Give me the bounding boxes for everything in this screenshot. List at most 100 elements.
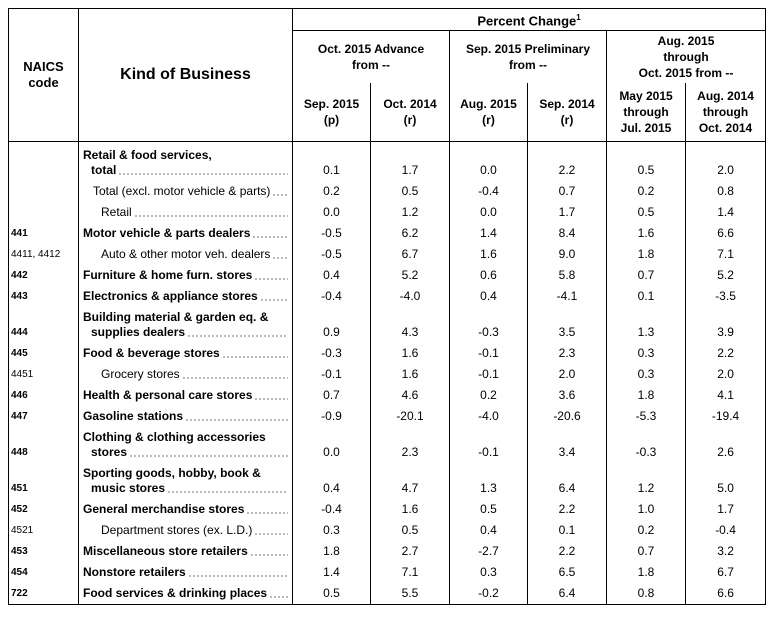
header-line: Sep. 2015 Preliminary [465,42,591,57]
dot-leader [254,533,288,536]
data-row: 453 Miscellaneous store retailers 1.8 2.7 -2… [8,541,766,563]
header-line: (r) [482,113,495,128]
header-line: Jul. 2015 [620,121,672,136]
dot-leader [167,491,288,494]
percent-value: -0.2 [449,583,528,605]
dot-leader [246,512,288,515]
percent-value: 1.6 [370,499,450,521]
label-text: Retail & food services, [83,148,212,163]
percent-value: 5.8 [527,265,607,287]
label-text: Sporting goods, hobby, book & [83,466,261,481]
header-line: Aug. 2014 [697,89,754,104]
label-text: Building material & garden eq. & [83,310,269,325]
percent-change: Percent Change [477,13,577,29]
label-line: General merchandise stores [83,502,288,517]
percent-value: 3.9 [684,307,766,344]
kind-of-business: Electronics & appliance stores [78,286,293,308]
data-row: 444 Building material & garden eq. & suppl… [8,307,766,344]
kind-of-business: Sporting goods, hobby, book & music store… [78,463,293,500]
percent-value: -0.4 [292,499,371,521]
data-row: Retail 0.0 1.2 0.0 1.7 0.5 1.4 [8,202,766,224]
percent-value: 2.0 [684,364,766,386]
percent-value: 0.4 [449,520,528,542]
percent-value: 0.2 [292,181,371,203]
percent-value: 2.3 [527,343,607,365]
percent-value: -2.7 [449,541,528,563]
percent-value: -0.3 [292,343,371,365]
percent-value: 0.7 [292,385,371,407]
percent-value: -0.4 [449,181,528,203]
header-line: Oct. 2014 [383,97,437,112]
dot-leader [187,335,288,338]
kind-of-business: Food services & drinking places [78,583,293,605]
percent-value: 1.2 [370,202,450,224]
header-line: through [623,105,669,120]
percent-value: 5.5 [370,583,450,605]
data-row: 722 Food services & drinking places 0.5 5.5… [8,583,766,605]
percent-value: 1.0 [606,499,686,521]
percent-value: 0.5 [292,583,371,605]
percent-value: 0.3 [449,562,528,584]
percent-value: 0.7 [606,265,686,287]
percent-value: 6.5 [527,562,607,584]
dot-leader [118,173,288,176]
label-line: Electronics & appliance stores [83,289,288,304]
percent-value: 6.6 [684,583,766,605]
header-line: through [663,50,709,65]
percent-value: 0.5 [370,520,450,542]
naics-code: 443 [8,286,79,308]
percent-value: 1.7 [370,141,450,182]
label-line: Auto & other motor veh. dealers [83,247,288,262]
percent-value: -20.6 [527,406,607,428]
percent-value: -0.4 [292,286,371,308]
percent-value: 5.0 [684,463,766,500]
naics-code: 4521 [8,520,79,542]
column-header: Aug. 2014 through Oct. 2014 [684,83,766,143]
naics-code: 446 [8,385,79,407]
data-row: 443 Electronics & appliance stores -0.4 -4.… [8,286,766,308]
data-row: 448 Clothing & clothing accessories stores… [8,427,766,464]
label-line: Gasoline stations [83,409,288,424]
header-line: Sep. 2014 [539,97,595,112]
header-line: Aug. 2015 [460,97,517,112]
percent-value: 6.4 [527,463,607,500]
kind-of-business: General merchandise stores [78,499,293,521]
label-line: Nonstore retailers [83,565,288,580]
percent-value: 0.0 [292,202,371,224]
kind-of-business: Department stores (ex. L.D.) [78,520,293,542]
percent-value: 6.4 [527,583,607,605]
percent-value: 1.4 [449,223,528,245]
naics-code: 448 [8,427,79,464]
data-row: 451 Sporting goods, hobby, book & music st… [8,463,766,500]
percent-value: -0.1 [449,343,528,365]
percent-value: 1.8 [606,385,686,407]
naics-code [8,141,79,182]
header-line: Oct. 2015 Advance [317,42,425,57]
label-line: Total (excl. motor vehicle & parts) [83,184,288,199]
percent-value: 0.7 [527,181,607,203]
percent-value: -4.0 [370,286,450,308]
percent-value: 0.7 [606,541,686,563]
percent-value: 6.7 [370,244,450,266]
percent-value: 5.2 [370,265,450,287]
percent-value: 1.7 [684,499,766,521]
label-text: Food services & drinking places [83,586,268,601]
label-text: Miscellaneous store retailers [83,544,248,559]
percent-value: 4.3 [370,307,450,344]
percent-value: 0.3 [606,364,686,386]
percent-value: 2.3 [370,427,450,464]
percent-value: 3.5 [527,307,607,344]
header-line: (r) [403,113,417,128]
naics-code: 454 [8,562,79,584]
naics-code: 722 [8,583,79,605]
percent-value: -0.4 [684,520,766,542]
naics-code: 445 [8,343,79,365]
label-text: Electronics & appliance stores [83,289,258,304]
percent-value: 0.0 [292,427,371,464]
label-line: Grocery stores [83,367,288,382]
header-line: Oct. 2014 [698,121,753,136]
percent-value: -0.1 [292,364,371,386]
label-text: Health & personal care stores [83,388,253,403]
label-text: Auto & other motor veh. dealers [101,247,271,262]
label-text: total [91,163,117,178]
